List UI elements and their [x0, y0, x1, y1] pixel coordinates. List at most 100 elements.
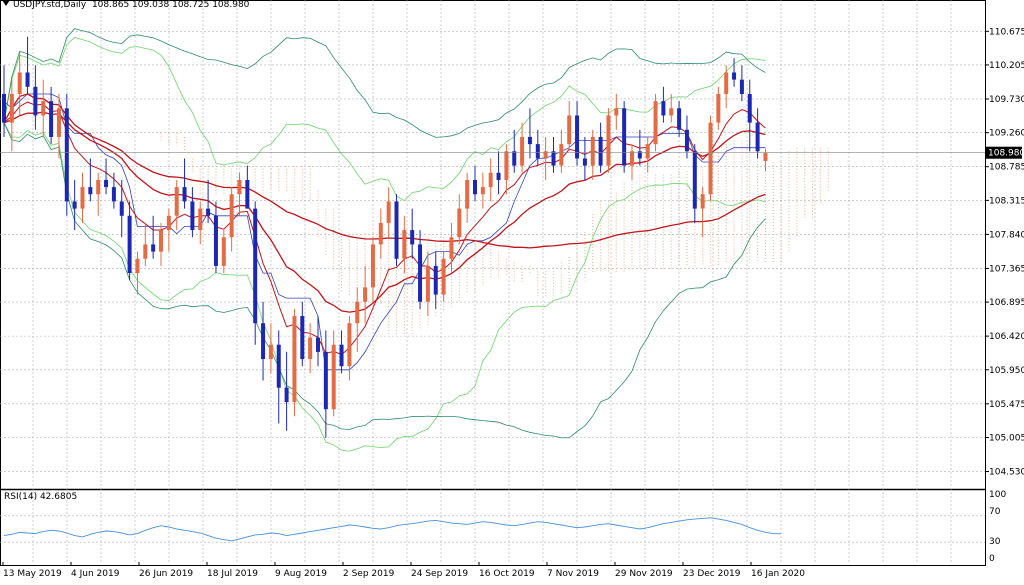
- candle-body: [292, 316, 297, 403]
- collapse-triangle-icon[interactable]: [2, 0, 10, 6]
- candle-body: [512, 151, 517, 166]
- ema-mid: [3, 111, 766, 313]
- x-axis: 13 May 2019 4 Jun 2019 26 Jun 2019 18 Jul 2…: [2, 562, 805, 579]
- candle-body: [56, 108, 61, 137]
- candle-body: [182, 187, 187, 202]
- rsi-axis-label: 100: [989, 490, 1006, 500]
- tenkan-line: [3, 93, 766, 371]
- candle-body: [457, 208, 462, 238]
- sma-slow: [3, 93, 766, 249]
- plot-frame: [0, 0, 986, 566]
- candle-body: [229, 194, 234, 238]
- candle-body: [724, 72, 729, 94]
- candle-body: [363, 287, 368, 302]
- y-tick-label: 108.785: [989, 163, 1024, 173]
- candle-body: [739, 79, 744, 94]
- rsi-line: [3, 517, 782, 542]
- y-tick-label: 106.895: [989, 298, 1024, 308]
- x-tick-label: 13 May 2019: [3, 569, 62, 579]
- candle-body: [284, 387, 289, 403]
- candle-body: [669, 108, 674, 116]
- candle-body: [104, 179, 109, 188]
- candle-body: [276, 344, 281, 388]
- candle-body: [308, 337, 313, 360]
- candle-body: [166, 215, 171, 231]
- x-tick-label: 16 Oct 2019: [479, 569, 535, 579]
- envelope-upper: [3, 28, 766, 138]
- candle-body: [496, 172, 501, 180]
- y-tick-label: 109.260: [989, 129, 1024, 139]
- y-tick-label: 108.315: [989, 196, 1024, 206]
- candle-body: [268, 344, 273, 360]
- y-tick-label: 105.475: [989, 400, 1024, 410]
- chart-header: USDJPY.std,Daily 108.865 109.038 108.725…: [2, 0, 249, 10]
- candle-body: [480, 187, 485, 195]
- candle-body: [425, 265, 430, 302]
- y-tick-label: 107.840: [989, 230, 1024, 240]
- candle-body: [708, 122, 713, 195]
- candle-body: [582, 158, 587, 166]
- candle-body: [127, 215, 132, 274]
- candle-body: [465, 179, 470, 209]
- rsi-pane: 100 70 30 0: [3, 490, 1006, 564]
- candle-body: [370, 244, 375, 288]
- y-tick-label: 106.420: [989, 332, 1024, 342]
- candle-body: [355, 301, 360, 324]
- rsi-axis-label: 30: [989, 537, 1001, 547]
- candle-body: [504, 151, 509, 180]
- candle-body: [96, 179, 101, 195]
- candle-body: [410, 230, 415, 245]
- candle-body: [441, 258, 446, 295]
- candle-body: [692, 151, 697, 209]
- candle-body: [614, 108, 619, 116]
- candle-body: [2, 93, 6, 123]
- y-tick-label: 105.950: [989, 366, 1024, 376]
- candle-body: [64, 108, 69, 202]
- x-tick-label: 29 Nov 2019: [615, 569, 673, 579]
- candle-body: [473, 179, 477, 195]
- candles: [2, 36, 768, 438]
- symbol-label: USDJPY.std,Daily: [13, 0, 87, 10]
- rsi-label: RSI(14) 42.6805: [4, 492, 78, 502]
- candle-body: [606, 115, 611, 166]
- x-tick-label: 23 Dec 2019: [683, 569, 741, 579]
- candle-body: [637, 151, 642, 159]
- candle-body: [677, 108, 682, 130]
- candle-body: [378, 222, 383, 245]
- candle-body: [590, 136, 595, 166]
- envelope-lower: [3, 122, 766, 439]
- candle-body: [527, 136, 532, 145]
- candle-body: [88, 187, 93, 195]
- candle-body: [151, 244, 156, 252]
- candle-body: [237, 179, 242, 195]
- last-price-box: [986, 146, 1022, 159]
- candle-body: [174, 187, 179, 216]
- rsi-axis-label: 0: [989, 554, 995, 564]
- candle-body: [49, 101, 54, 137]
- candle-body: [323, 351, 328, 410]
- candle-body: [543, 151, 548, 159]
- candle-body: [9, 93, 14, 123]
- y-tick-label: 109.730: [989, 95, 1024, 105]
- candle-body: [253, 208, 258, 324]
- y-tick-label: 110.675: [989, 27, 1024, 37]
- candle-body: [645, 144, 650, 159]
- x-tick-label: 9 Aug 2019: [275, 569, 327, 579]
- candle-body: [143, 244, 148, 259]
- candle-body: [653, 101, 658, 145]
- candle-body: [418, 244, 423, 302]
- candle-body: [198, 208, 203, 231]
- candle-body: [347, 323, 352, 367]
- candle-body: [630, 151, 634, 166]
- ohlc-label: 108.865 109.038 108.725 108.980: [91, 0, 250, 10]
- candle-body: [80, 187, 85, 209]
- candle-body: [535, 144, 540, 159]
- candle-body: [213, 215, 218, 266]
- candle-body: [559, 144, 564, 166]
- last-price-label: 108.980: [988, 149, 1024, 159]
- candle-body: [732, 72, 737, 80]
- y-axis: 110.675 110.205 109.730 109.260 108.785 108.3…: [985, 27, 1024, 478]
- candle-body: [245, 179, 250, 209]
